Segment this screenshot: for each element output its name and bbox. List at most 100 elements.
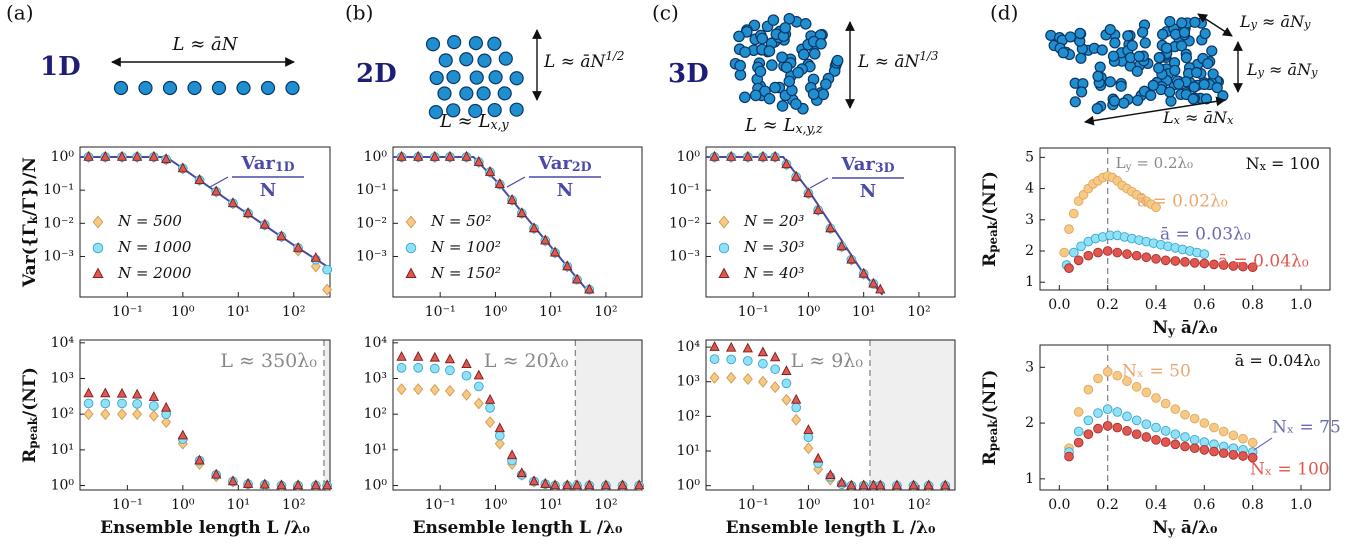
point bbox=[742, 356, 753, 366]
point bbox=[1160, 426, 1171, 436]
point bbox=[908, 479, 919, 490]
x-axis-label: Ny​ ā/λ₀ bbox=[1153, 518, 1218, 538]
point bbox=[709, 354, 720, 364]
point bbox=[1151, 253, 1161, 264]
point bbox=[1064, 224, 1074, 234]
excluded-region bbox=[869, 340, 955, 490]
text-part: Var({Γ bbox=[20, 224, 40, 288]
point bbox=[726, 150, 737, 161]
y-tick-label: 2 bbox=[1025, 415, 1034, 431]
atom bbox=[459, 52, 474, 67]
y-axis-label: Rpeak​/(NΓ) bbox=[20, 367, 40, 463]
point bbox=[83, 150, 94, 161]
point bbox=[1131, 415, 1142, 426]
length-label: L ≈ āN1/3​ bbox=[857, 49, 939, 72]
point bbox=[1180, 257, 1190, 267]
text-part: ā/λ₀ bbox=[1175, 318, 1218, 338]
point bbox=[1151, 202, 1161, 213]
point bbox=[322, 283, 333, 296]
height-label: Ly​ ≈ āNy​ bbox=[1246, 60, 1318, 80]
label-pointer bbox=[1253, 437, 1273, 451]
point bbox=[461, 388, 472, 401]
y-tick-label: 10¹ bbox=[364, 442, 387, 458]
point bbox=[1112, 370, 1123, 381]
y-tick-label: 10⁴ bbox=[51, 335, 75, 351]
y-tick-label: 10⁻¹ bbox=[43, 182, 74, 198]
point bbox=[1112, 422, 1123, 433]
point bbox=[1131, 250, 1142, 261]
point bbox=[117, 398, 127, 409]
atom bbox=[469, 70, 484, 85]
point bbox=[1122, 411, 1132, 422]
atom bbox=[1147, 79, 1159, 91]
series-label: ā = 0.02λ₀ bbox=[1137, 192, 1228, 212]
annotation: ā = 0.04λ₀ bbox=[1235, 351, 1320, 370]
point bbox=[781, 158, 792, 169]
atom bbox=[1206, 45, 1218, 57]
atom bbox=[498, 51, 513, 66]
atom bbox=[1122, 30, 1134, 42]
excluded-region bbox=[575, 340, 642, 490]
atom bbox=[783, 75, 796, 88]
point bbox=[310, 251, 321, 262]
point bbox=[131, 388, 143, 399]
point bbox=[540, 234, 551, 245]
point bbox=[858, 267, 869, 278]
point bbox=[485, 416, 496, 429]
atom bbox=[776, 51, 788, 64]
point bbox=[549, 246, 561, 257]
point bbox=[571, 479, 583, 490]
point bbox=[227, 197, 239, 208]
text-sub: y bbox=[1125, 161, 1132, 173]
theory-denominator: N bbox=[260, 180, 276, 201]
annotation: L ≈ 20λ₀ bbox=[484, 350, 569, 372]
point bbox=[1189, 443, 1200, 454]
theory-denominator: N bbox=[860, 181, 876, 202]
point bbox=[405, 215, 417, 229]
atom bbox=[446, 103, 461, 118]
atom bbox=[766, 59, 778, 71]
point bbox=[484, 393, 496, 404]
point bbox=[429, 363, 440, 374]
atom bbox=[1211, 82, 1223, 94]
point bbox=[445, 365, 455, 376]
point bbox=[506, 194, 518, 204]
point bbox=[1151, 422, 1161, 433]
atom bbox=[739, 91, 751, 104]
atom bbox=[1190, 66, 1203, 79]
point bbox=[92, 242, 104, 254]
text-sub: 1D bbox=[275, 159, 295, 174]
point bbox=[100, 408, 111, 421]
atom bbox=[487, 36, 502, 51]
point bbox=[875, 283, 886, 294]
point bbox=[634, 479, 645, 490]
point bbox=[770, 364, 781, 375]
point bbox=[781, 365, 792, 376]
point bbox=[194, 174, 205, 184]
x-tick-label: 10⁰ bbox=[484, 497, 508, 513]
annotation: L ≈ 350λ₀ bbox=[220, 350, 317, 372]
point bbox=[1170, 404, 1181, 414]
y-tick-label: 10⁰ bbox=[51, 149, 75, 165]
x-tick-label: 10⁻¹ bbox=[738, 304, 769, 320]
atom bbox=[1202, 57, 1214, 70]
atom bbox=[1107, 50, 1120, 62]
point bbox=[473, 369, 484, 380]
point bbox=[405, 242, 417, 254]
y-tick-label: 10⁻³ bbox=[669, 248, 700, 264]
panel-label: (a) bbox=[6, 1, 34, 25]
excluded-region bbox=[323, 340, 330, 490]
y-tick-label: 10³ bbox=[364, 371, 387, 387]
point bbox=[413, 383, 424, 396]
y-tick-label: 10⁰ bbox=[364, 149, 388, 165]
atom bbox=[763, 45, 776, 57]
text-part: ≈ āN bbox=[1264, 60, 1312, 79]
text-part: R bbox=[980, 450, 1000, 465]
x-tick-label: 10⁰ bbox=[484, 304, 508, 320]
point bbox=[770, 351, 781, 362]
point bbox=[132, 398, 142, 409]
atom bbox=[1126, 39, 1138, 52]
point bbox=[1083, 415, 1094, 426]
x-tick-label: 1.0 bbox=[1290, 297, 1312, 313]
